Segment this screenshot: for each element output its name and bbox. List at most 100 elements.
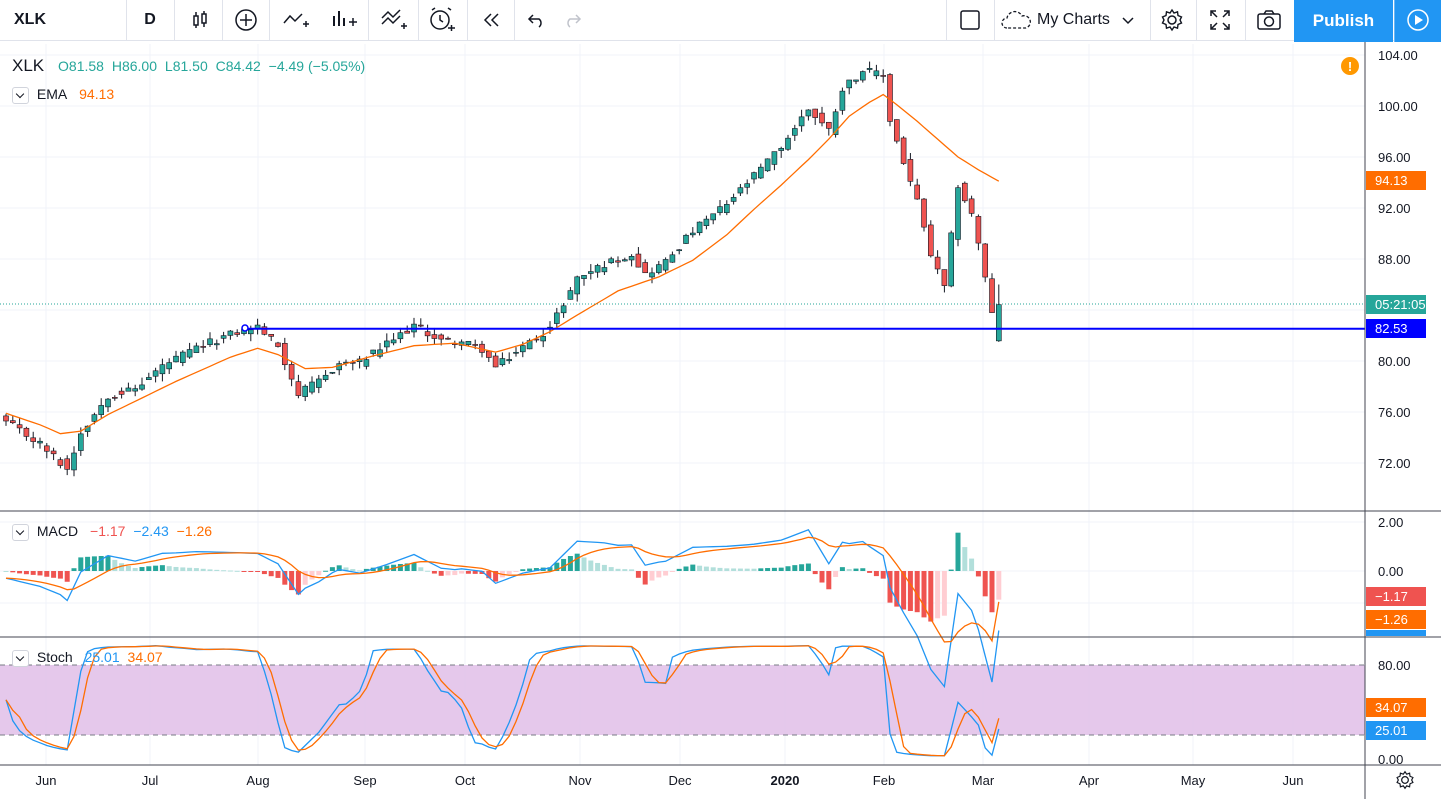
macd-histogram-bar — [343, 567, 349, 571]
macd-histogram-bar — [615, 568, 621, 571]
macd-histogram-bar — [384, 565, 390, 571]
camera-icon[interactable] — [1251, 0, 1287, 40]
candle-body — [594, 265, 601, 273]
macd-histogram-bar — [595, 562, 601, 571]
candle-body — [751, 172, 757, 180]
bar-style-icon[interactable] — [182, 0, 218, 40]
candle-body — [465, 341, 472, 345]
candle-body — [989, 278, 995, 313]
macd-histogram-bar — [962, 547, 968, 571]
candle-body — [370, 349, 377, 354]
candle-body — [669, 254, 676, 263]
macd-histogram-bar — [819, 571, 825, 583]
macd-histogram-bar — [731, 568, 737, 571]
settings-icon[interactable] — [1155, 0, 1189, 40]
macd-histogram-bar — [493, 571, 499, 582]
macd-histogram-bar — [867, 571, 873, 573]
price-axis-label: 72.00 — [1378, 456, 1411, 471]
candle-body — [825, 121, 832, 129]
divider — [418, 0, 419, 40]
candle-body — [941, 269, 948, 286]
candle-body — [791, 128, 798, 136]
macd-histogram-bar — [948, 569, 954, 571]
stoch-k-line — [5, 644, 1000, 757]
macd-histogram-bar — [187, 567, 193, 571]
candle-body — [832, 111, 839, 135]
candle-body — [567, 290, 574, 300]
layout-name: My Charts — [1037, 11, 1110, 28]
interval-button[interactable]: D — [144, 11, 156, 28]
indicators-icon[interactable] — [278, 0, 314, 40]
candle-body — [390, 339, 397, 344]
symbol-search[interactable]: XLK — [14, 11, 46, 28]
candle-body — [723, 204, 730, 214]
macd-histogram-bar — [78, 557, 84, 571]
macd-legend[interactable]: MACD −1.17 −2.43 −1.26 — [12, 523, 216, 541]
macd-histogram-bar — [649, 571, 655, 581]
warning-icon[interactable]: ! — [1341, 57, 1359, 75]
candle-body — [927, 224, 934, 257]
candle-body — [859, 71, 866, 81]
macd-line-tag — [1366, 630, 1426, 636]
chevron-down-icon[interactable] — [12, 649, 29, 667]
stoch-legend[interactable]: Stoch 25.01 34.07 — [12, 649, 167, 667]
macd-histogram-bar — [622, 569, 628, 571]
candle-body — [152, 370, 159, 377]
replay-icon[interactable] — [474, 0, 510, 40]
time-axis-label: Jun — [35, 773, 57, 788]
stoch-k-tag: 25.01 — [1366, 721, 1426, 740]
ema-label: EMA — [36, 86, 68, 102]
fullscreen-icon[interactable] — [1203, 0, 1237, 40]
macd-histogram-bar — [513, 571, 519, 572]
candle-body — [64, 458, 70, 470]
candle-body — [846, 79, 853, 89]
time-axis-label: Jul — [141, 773, 159, 788]
divider — [222, 0, 223, 40]
price-axis-label: 92.00 — [1378, 201, 1411, 216]
templates-icon[interactable] — [374, 0, 414, 40]
ema-legend[interactable]: EMA 94.13 — [12, 86, 118, 104]
macd-histogram-bar — [71, 568, 77, 571]
candle-body — [880, 75, 887, 77]
chevron-down-icon[interactable] — [12, 86, 29, 104]
main-legend: XLK O81.58 H86.00 L81.50 C84.42 −4.49 (−… — [12, 56, 369, 76]
candle-body — [513, 351, 519, 354]
candle-body — [805, 109, 812, 117]
stoch-band — [0, 665, 1365, 735]
undo-icon[interactable] — [522, 0, 552, 40]
candle-body — [778, 148, 785, 151]
price-axis-label: 104.00 — [1378, 48, 1418, 63]
macd-histogram-bar — [846, 569, 852, 571]
legend-close: C84.42 — [215, 58, 261, 74]
candle-body — [955, 187, 961, 240]
financials-icon[interactable] — [326, 0, 362, 40]
macd-histogram-bar — [969, 558, 975, 571]
candle-body — [139, 384, 145, 390]
macd-histogram-bar — [656, 571, 662, 578]
stoch-d-tag: 34.07 — [1366, 698, 1426, 717]
drawing-anchor[interactable] — [241, 324, 249, 332]
chevron-down-icon — [1122, 17, 1134, 25]
layout-square-icon[interactable] — [954, 0, 986, 40]
axis-settings-icon[interactable] — [1395, 770, 1415, 795]
add-compare-icon[interactable] — [228, 0, 264, 40]
candle-body — [98, 405, 104, 415]
candle-body — [615, 260, 621, 263]
my-charts-button[interactable]: My Charts — [1000, 0, 1146, 40]
candle-body — [635, 253, 642, 268]
macd-histogram-bar — [23, 571, 29, 575]
macd-histogram-bar — [472, 571, 478, 574]
candle-body — [186, 349, 193, 358]
candle-body — [819, 112, 825, 124]
candle-body — [329, 371, 336, 374]
macd-histogram-bar — [941, 571, 947, 616]
play-button[interactable] — [1394, 0, 1441, 42]
redo-icon[interactable] — [557, 0, 587, 40]
publish-button[interactable]: Publish — [1294, 0, 1393, 42]
alert-icon[interactable] — [424, 0, 460, 40]
macd-histogram-bar — [112, 559, 118, 571]
chevron-down-icon[interactable] — [12, 523, 29, 541]
candle-body — [30, 437, 37, 442]
macd-histogram-bar — [452, 571, 458, 576]
